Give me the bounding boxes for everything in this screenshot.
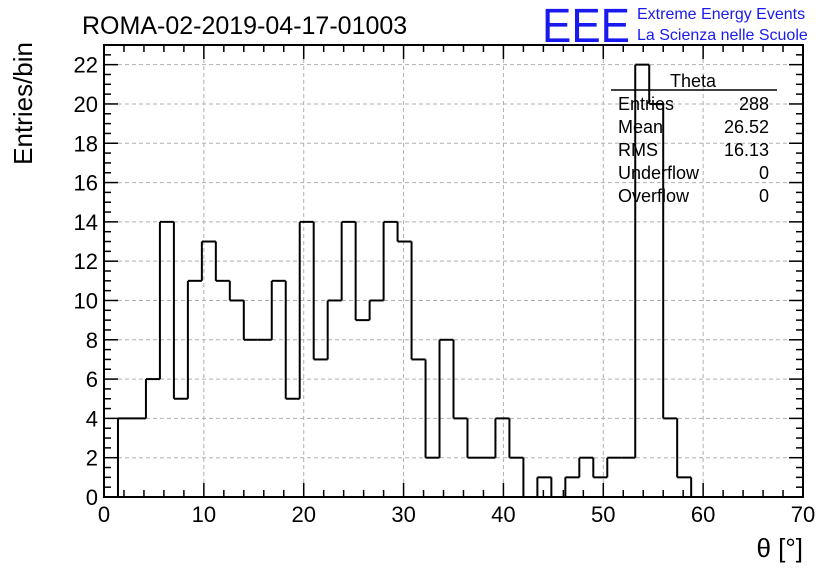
y-tick-label: 12	[74, 249, 98, 274]
stats-row-label: Mean	[618, 117, 663, 137]
plot-frame	[103, 44, 804, 498]
x-tick-label: 10	[192, 502, 216, 527]
x-axis-title: θ [°]	[756, 533, 803, 563]
stats-row-label: Overflow	[618, 186, 690, 206]
stats-row-label: Underflow	[618, 163, 700, 183]
x-tick-labels: 0 10 20 30 40 50 60 70	[98, 502, 815, 527]
logo-line-1: Extreme Energy Events	[637, 6, 805, 23]
y-tick-label: 18	[74, 131, 98, 156]
logo-line-2: La Scienza nelle Scuole	[637, 27, 808, 44]
y-tick-label: 4	[86, 406, 98, 431]
y-tick-label: 6	[86, 367, 98, 392]
y-tick-label: 14	[74, 210, 98, 235]
x-tick-label: 30	[391, 502, 415, 527]
stats-row-value: 26.52	[724, 117, 769, 137]
stats-row-label: Entries	[618, 94, 674, 114]
y-tick-label: 0	[86, 485, 98, 510]
y-tick-label: 22	[74, 53, 98, 78]
y-tick-labels: 0 2 4 6 8 10 12 14 16 18 20 22	[74, 53, 98, 510]
stats-box-name: Theta	[670, 71, 717, 91]
stats-row-label: RMS	[618, 140, 658, 160]
plot-border	[103, 44, 804, 498]
x-tick-label: 0	[98, 502, 110, 527]
axis-ticks	[103, 44, 804, 498]
x-tick-label: 40	[491, 502, 515, 527]
y-tick-label: 10	[74, 288, 98, 313]
y-tick-label: 20	[74, 92, 98, 117]
stats-rows: Entries 288 Mean 26.52 RMS 16.13 Underflow 0 Ove…	[618, 94, 769, 206]
stats-row-value: 0	[759, 163, 769, 183]
stats-row-value: 288	[739, 94, 769, 114]
stats-row-value: 0	[759, 186, 769, 206]
x-tick-label: 70	[791, 502, 815, 527]
x-tick-label: 50	[591, 502, 615, 527]
run-title: ROMA-02-2019-04-17-01003	[82, 12, 407, 40]
x-tick-label: 20	[291, 502, 315, 527]
grid-lines	[104, 45, 803, 497]
y-tick-label: 2	[86, 446, 98, 471]
y-axis-title: Entries/bin	[8, 42, 38, 165]
y-tick-label: 8	[86, 328, 98, 353]
histogram-bins	[116, 63, 790, 498]
y-tick-label: 16	[74, 171, 98, 196]
stats-row-value: 16.13	[724, 140, 769, 160]
stats-box: Theta Entries 288 Mean 26.52 RMS 16.13 Underfl…	[611, 71, 777, 206]
x-tick-label: 60	[691, 502, 715, 527]
